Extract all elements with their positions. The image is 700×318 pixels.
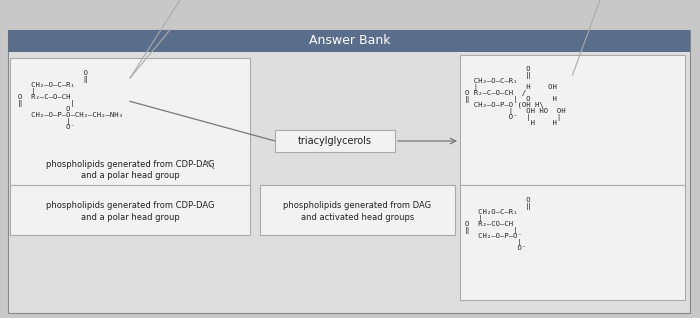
Text: and a polar head group: and a polar head group	[80, 171, 179, 180]
Bar	[8, 30, 690, 52]
Text: |           H    OH: | H OH	[465, 84, 557, 91]
Text: O: O	[18, 70, 88, 76]
Text: ‖          |  O     H: ‖ | O H	[465, 96, 557, 103]
Text: O: O	[465, 197, 531, 203]
Text: H    H: H H	[465, 120, 557, 126]
Text: |: |	[465, 215, 482, 222]
Bar	[8, 30, 690, 313]
Text: |: |	[18, 88, 36, 95]
Bar	[275, 130, 395, 152]
Text: ‖: ‖	[18, 76, 88, 83]
Text: O: O	[18, 106, 71, 112]
Bar	[460, 185, 685, 300]
Bar	[460, 55, 685, 185]
Text: ‖: ‖	[465, 72, 531, 79]
Text: |   OH HO  OH: | OH HO OH	[465, 108, 566, 115]
Text: triacylglycerols: triacylglycerols	[298, 136, 372, 146]
Text: CH₂–O–C–R₁: CH₂–O–C–R₁	[465, 78, 517, 84]
Text: and activated head groups: and activated head groups	[301, 213, 414, 222]
Text: phospholipids generated from DAG: phospholipids generated from DAG	[284, 201, 432, 210]
Text: ‖: ‖	[465, 203, 531, 210]
Text: CH₂O–C–R₁: CH₂O–C–R₁	[465, 209, 517, 215]
Text: CH₂–O–P–O⁻: CH₂–O–P–O⁻	[465, 233, 522, 239]
Text: CH₂–O–C–R₁: CH₂–O–C–R₁	[18, 82, 75, 88]
Text: phospholipids generated from CDP-DAG: phospholipids generated from CDP-DAG	[46, 160, 214, 169]
Text: O⁻: O⁻	[18, 124, 75, 130]
Bar	[10, 185, 250, 235]
Text: and a polar head group: and a polar head group	[80, 213, 179, 222]
Text: O: O	[465, 66, 531, 72]
Text: CH₂–O–P–O (OH H\: CH₂–O–P–O (OH H\	[465, 102, 544, 108]
Text: ↖: ↖	[204, 157, 216, 172]
Text: O⁻  |      |: O⁻ | |	[465, 114, 561, 121]
Text: phospholipids generated from CDP-DAG: phospholipids generated from CDP-DAG	[46, 201, 214, 210]
Text: O R₂–C–O–CH  /: O R₂–C–O–CH /	[465, 90, 526, 96]
Text: Answer Bank: Answer Bank	[309, 34, 391, 47]
Text: O⁻: O⁻	[465, 245, 526, 251]
Text: ‖           |: ‖ |	[18, 100, 75, 107]
Text: ‖          |: ‖ |	[465, 227, 517, 234]
Text: O  R₂–C–O–CH: O R₂–C–O–CH	[18, 94, 71, 100]
Bar	[260, 185, 455, 235]
Text: |: |	[18, 118, 71, 125]
Text: |: |	[465, 239, 522, 246]
Text: O  R₂–CO–CH: O R₂–CO–CH	[465, 221, 513, 227]
Bar	[10, 58, 250, 188]
Text: CH₂–O–P–O–CH₂–CH₂–NH₃: CH₂–O–P–O–CH₂–CH₂–NH₃	[18, 112, 123, 118]
